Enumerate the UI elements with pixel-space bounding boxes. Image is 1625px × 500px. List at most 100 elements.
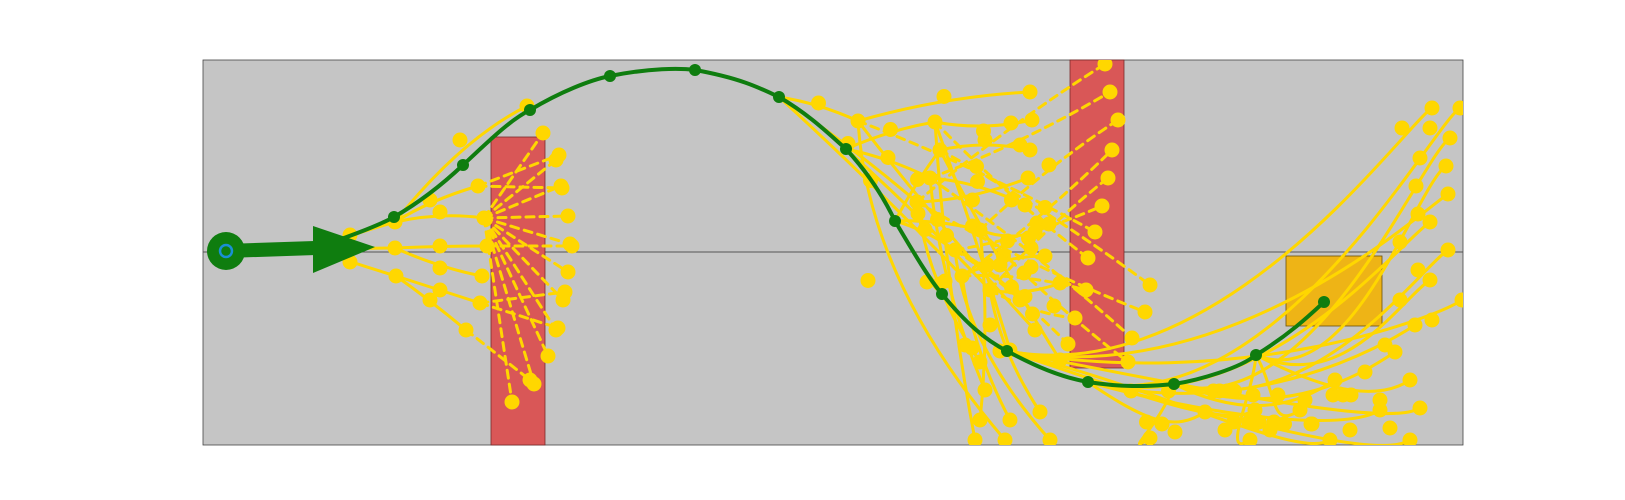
explored-dashed-branch: [478, 290, 567, 305]
explored-node: [1020, 170, 1036, 186]
explored-branch: [1254, 278, 1432, 367]
explored-node: [1442, 130, 1458, 146]
explored-node: [422, 292, 438, 308]
explored-node: [1392, 292, 1408, 308]
explored-node: [540, 348, 556, 364]
explored-node: [1374, 454, 1386, 466]
explored-node: [1060, 336, 1076, 352]
path-node: [889, 215, 901, 227]
explored-node: [1422, 120, 1438, 136]
explored-node: [1422, 272, 1438, 288]
explored-node: [1327, 372, 1343, 388]
explored-node: [1382, 420, 1398, 436]
explored-node: [1377, 337, 1393, 353]
explored-node: [1154, 416, 1170, 432]
explored-branch: [1254, 353, 1302, 418]
explored-node: [1394, 120, 1410, 136]
explored-dashed-branch: [482, 131, 545, 220]
explored-node: [452, 132, 468, 148]
explored-node: [522, 372, 538, 388]
explored-node: [937, 273, 953, 289]
explored-node: [977, 382, 993, 398]
path-node: [773, 91, 785, 103]
explored-node: [1357, 364, 1373, 380]
path-node: [1250, 349, 1262, 361]
explored-node: [1214, 454, 1226, 466]
explored-node: [1438, 158, 1454, 174]
explored-node: [1270, 387, 1286, 403]
explored-node: [1452, 100, 1463, 116]
explored-node: [1412, 150, 1428, 166]
explored-node: [1424, 312, 1440, 328]
explored-node: [967, 432, 983, 445]
path-node: [1082, 376, 1094, 388]
explored-node: [1016, 265, 1032, 281]
explored-dashed-branch: [938, 148, 1152, 287]
explored-node: [1217, 422, 1233, 438]
explored-dashed-branch: [476, 153, 561, 188]
explored-node: [1325, 387, 1341, 403]
explored-node: [432, 260, 448, 276]
explored-node: [1037, 248, 1053, 264]
explored-branch: [1254, 353, 1412, 393]
explored-node: [1247, 402, 1263, 418]
path-node: [689, 64, 701, 76]
explored-node: [972, 412, 988, 428]
explored-node: [1078, 282, 1094, 298]
explored-dashed-branch: [482, 184, 563, 220]
explored-node: [1104, 142, 1120, 158]
explored-node: [1042, 432, 1058, 445]
explored-node: [811, 95, 826, 111]
explored-node: [1142, 277, 1158, 293]
explored-node: [1080, 250, 1096, 266]
explored-node: [432, 238, 448, 254]
explored-node: [982, 317, 998, 333]
heading-arrow-icon: [313, 226, 375, 273]
explored-node: [1094, 198, 1110, 214]
explored-node: [1004, 279, 1019, 295]
path-node: [1168, 378, 1180, 390]
explored-node: [1241, 414, 1257, 430]
explored-node: [474, 268, 490, 284]
explored-node: [551, 147, 567, 163]
explored-node: [1139, 414, 1154, 430]
explored-dashed-branch: [482, 216, 558, 332]
explored-node: [432, 282, 448, 298]
explored-node: [1100, 170, 1116, 186]
explored-dashed-branch: [482, 216, 550, 358]
explored-node: [1114, 452, 1126, 464]
explored-dashed-branch: [482, 216, 565, 302]
explored-node: [1003, 115, 1019, 131]
explored-node: [1206, 383, 1221, 399]
explored-node: [1292, 402, 1308, 418]
explored-node: [1110, 112, 1126, 128]
explored-node: [970, 174, 985, 189]
explored-node: [992, 257, 1008, 273]
explored-node: [504, 394, 520, 410]
explored-node: [936, 89, 952, 104]
explored-branch: [1086, 380, 1412, 445]
explored-dashed-branch: [482, 216, 572, 246]
explored-node: [560, 264, 576, 280]
explored-node: [1037, 200, 1053, 215]
path-node: [1318, 296, 1330, 308]
explored-node: [1012, 137, 1028, 153]
path-node: [524, 104, 536, 116]
explored-node: [1372, 402, 1388, 418]
explored-trajectories: [311, 60, 1463, 466]
explored-node: [560, 208, 576, 224]
explored-node: [1032, 404, 1048, 420]
path-node: [388, 211, 400, 223]
explored-node: [1046, 298, 1062, 314]
explored-branch: [953, 248, 1052, 442]
explored-node: [550, 320, 566, 336]
explored-node: [554, 180, 570, 196]
explored-branch: [393, 104, 529, 224]
explored-branch: [1254, 164, 1448, 362]
explored-node: [1342, 422, 1358, 438]
explored-node: [1407, 317, 1423, 333]
explored-node: [432, 204, 448, 220]
explored-node: [1402, 432, 1418, 445]
explored-branch: [1005, 349, 1332, 445]
explored-node: [1440, 186, 1456, 202]
